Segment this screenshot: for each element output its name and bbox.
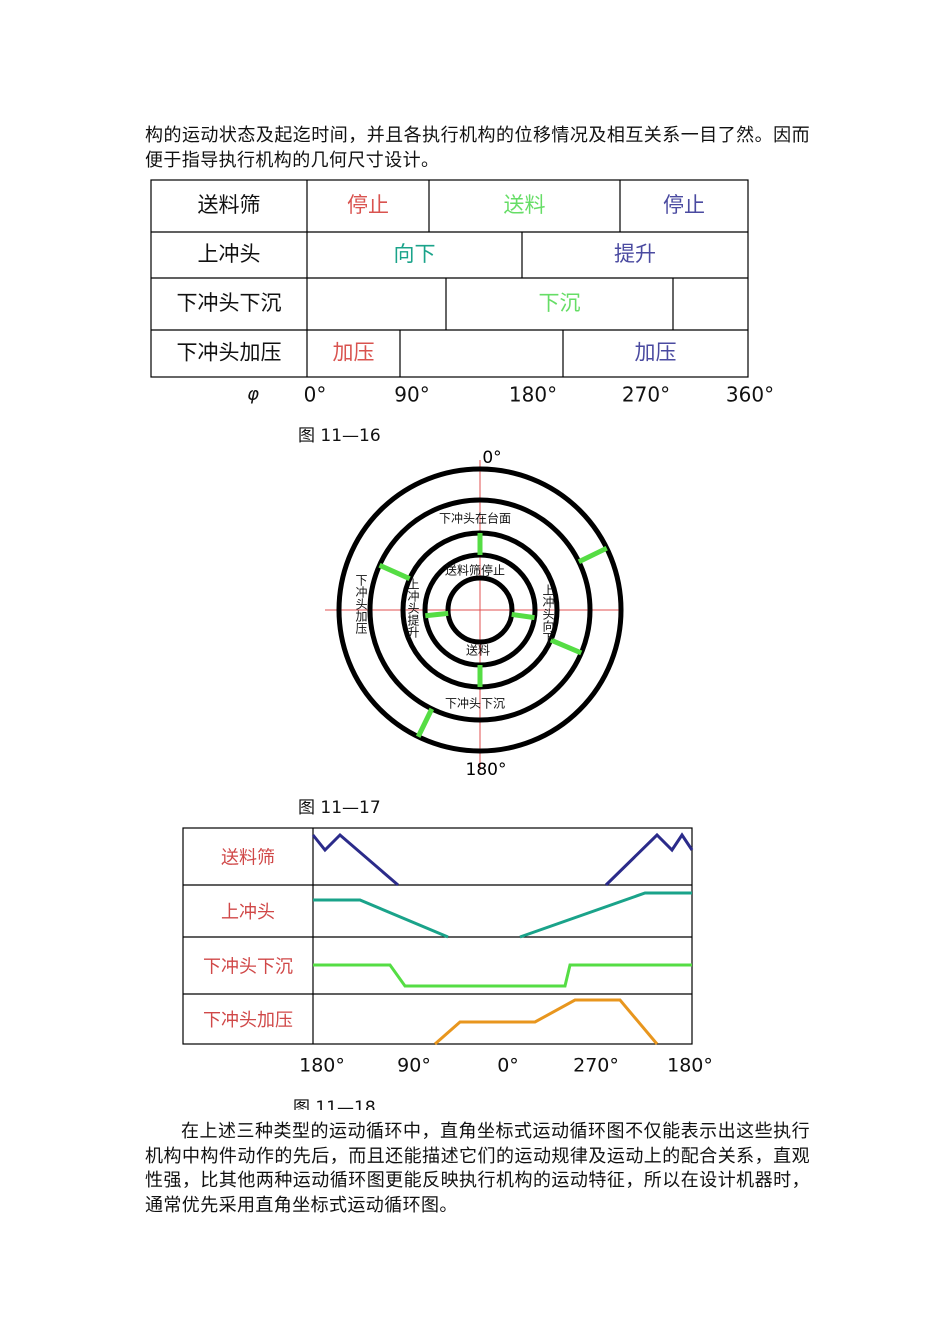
ring (367, 497, 593, 723)
segment-label: 加压 (635, 341, 677, 365)
motion-curve (604, 832, 694, 887)
phase-tick (415, 707, 435, 738)
ring-label: 送料 (466, 643, 490, 658)
segment-label: 加压 (333, 341, 375, 365)
row-label: 送料筛 (221, 848, 275, 869)
chart-frame (182, 827, 693, 1045)
segment-label: 提升 (614, 242, 656, 266)
motion-curve (311, 832, 399, 887)
row-label: 下冲头下沉 (177, 291, 282, 315)
motion-curve (313, 963, 692, 988)
row-label: 下冲头加压 (177, 341, 282, 365)
axis-label: 360° (726, 383, 774, 407)
caption: 图 11—16 (298, 426, 381, 446)
row-label: 下冲头下沉 (203, 957, 293, 978)
axis-symbol: φ (247, 384, 259, 405)
phase-tick (577, 545, 608, 565)
phase-tick (378, 562, 411, 581)
motion-curve (313, 898, 449, 939)
segment-label: 向下 (394, 242, 436, 266)
caption: 图 11—18 (293, 1098, 376, 1110)
axis-label: 180° (299, 1055, 345, 1077)
angle-label: 180° (466, 760, 507, 780)
segment-label: 停止 (347, 193, 389, 217)
segment-label: 停止 (663, 193, 705, 217)
side-label: 上冲头提升 (406, 578, 420, 638)
axis-label: 270° (573, 1055, 619, 1077)
axis-label: 90° (394, 383, 429, 407)
row-label: 上冲头 (198, 242, 261, 266)
row-label: 下冲头加压 (203, 1010, 293, 1031)
ring (336, 466, 624, 754)
ring-label: 下冲头在台面 (439, 511, 511, 526)
conclusion-paragraph: 在上述三种类型的运动循环中，直角坐标式运动循环图不仅能表示出这些执行机构中构件动… (145, 1121, 810, 1216)
axis-label: 270° (622, 383, 670, 407)
axis-label: 180° (667, 1055, 713, 1077)
phase-tick (425, 610, 449, 619)
side-label: 上冲头向下 (541, 584, 555, 644)
row-label: 上冲头 (221, 902, 275, 923)
side-label: 下冲头加压 (354, 574, 368, 634)
axis-label: 90° (397, 1055, 431, 1077)
axis-label: 0° (304, 383, 327, 407)
phase-tick (549, 637, 583, 656)
row-label: 送料筛 (198, 193, 261, 217)
intro-paragraph: 构的运动状态及起迄时间，并且各执行机构的位移情况及相互关系一目了然。因而便于指导… (145, 125, 810, 171)
caption: 图 11—17 (298, 798, 381, 818)
segment-label: 下沉 (539, 291, 581, 315)
phase-tick (511, 611, 535, 621)
angle-label: 0° (482, 448, 501, 468)
ring-label: 下冲头下沉 (445, 696, 505, 711)
motion-curve (434, 998, 659, 1046)
ring (445, 575, 515, 645)
axis-label: 0° (497, 1055, 519, 1077)
segment-label: 送料 (504, 193, 546, 217)
motion-curve (519, 891, 692, 939)
axis-label: 180° (509, 383, 557, 407)
ring-label: 送料筛停止 (445, 563, 505, 578)
